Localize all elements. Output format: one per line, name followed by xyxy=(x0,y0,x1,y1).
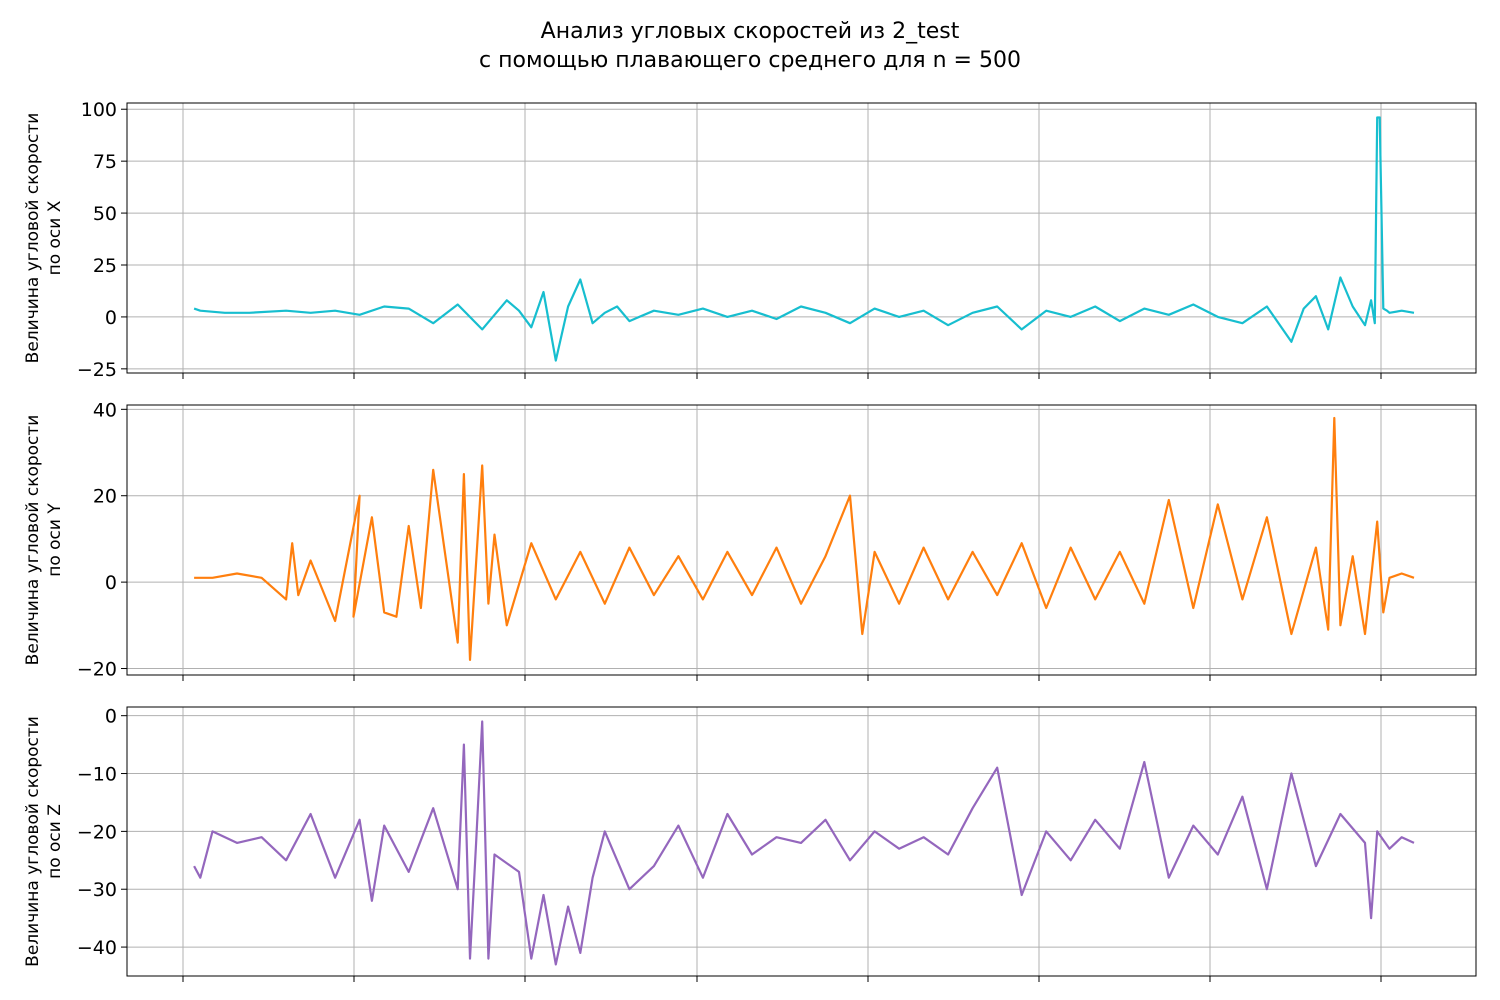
y-tick-label: 40 xyxy=(93,399,117,421)
y-tick-label: 100 xyxy=(81,99,117,121)
panel-y-axis: 40 20 0 −20 Величина угловой скорости по оси … xyxy=(23,399,1477,681)
y-axis-label-line-1: Величина угловой скорости xyxy=(23,716,43,967)
y-tick-label: 0 xyxy=(105,572,117,594)
chart-title-line-1: Анализ угловых скоростей из 2_test xyxy=(541,19,960,44)
y-axis-label-line-1: Величина угловой скорости xyxy=(23,415,43,666)
y-axis-label-line-2: по оси Z xyxy=(45,804,65,879)
y-tick-label: 75 xyxy=(93,151,117,173)
y-tick-label: −20 xyxy=(77,821,117,843)
y-tick-label: 50 xyxy=(93,203,117,225)
axes-frame xyxy=(126,706,1477,977)
series-line xyxy=(193,720,1415,966)
axes-frame xyxy=(126,404,1477,676)
series-line xyxy=(194,416,1415,662)
y-tick-label: 20 xyxy=(93,486,117,508)
y-axis-label-line-1: Величина угловой скорости xyxy=(23,113,43,364)
axes-frame xyxy=(126,102,1477,374)
y-tick-label: 25 xyxy=(93,255,117,277)
chart-title-line-2: с помощью плавающего среднего для n = 50… xyxy=(479,48,1021,73)
y-tick-label: −30 xyxy=(77,879,117,901)
y-tick-label: −25 xyxy=(77,359,117,381)
series-line xyxy=(193,116,1415,362)
y-tick-label: 0 xyxy=(105,706,117,728)
y-axis-label-line-2: по оси Y xyxy=(45,503,65,577)
panel-x-axis: 100 75 50 25 0 −25 Величина угловой скорости по… xyxy=(23,99,1477,381)
y-tick-label: 0 xyxy=(105,307,117,329)
y-tick-label: −10 xyxy=(77,764,117,786)
y-tick-label: −40 xyxy=(77,937,117,959)
y-axis-label-line-2: по оси X xyxy=(45,200,65,275)
y-tick-label: −20 xyxy=(77,659,117,681)
panel-z-axis: 0 −10 −20 −30 −40 Величина угловой скорости по… xyxy=(23,706,1477,982)
